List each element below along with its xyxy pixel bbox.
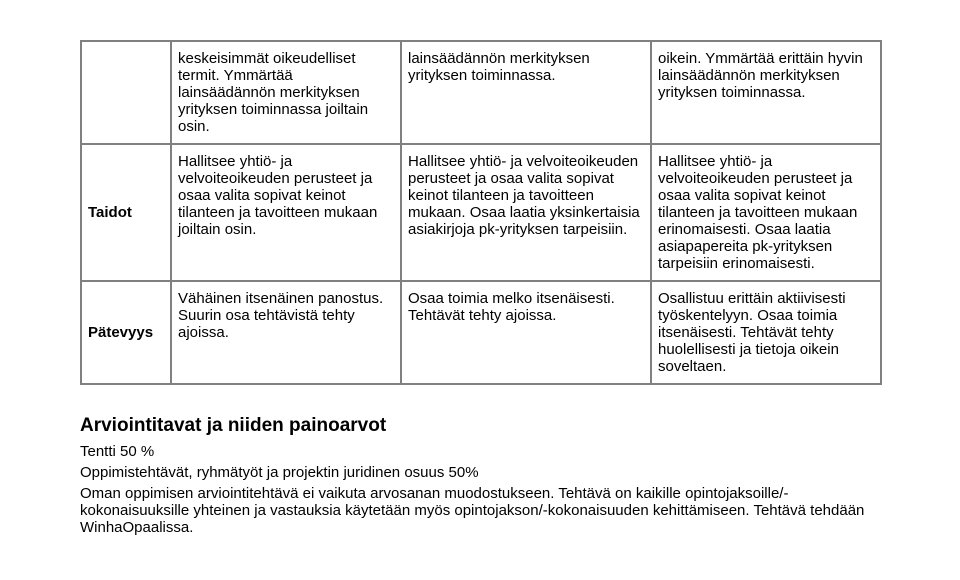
- row-head: Pätevyys: [81, 281, 171, 384]
- row-head: Taidot: [81, 144, 171, 281]
- cell: keskeisimmät oikeudelliset termit. Ymmär…: [171, 41, 401, 144]
- cell: oikein. Ymmärtää erittäin hyvin lainsääd…: [651, 41, 881, 144]
- section-line: Oppimistehtävät, ryhmätyöt ja projektin …: [80, 464, 880, 481]
- section-line: Tentti 50 %: [80, 443, 880, 460]
- cell: Osaa toimia melko itsenäisesti. Tehtävät…: [401, 281, 651, 384]
- cell: Osallistuu erittäin aktiivisesti työsken…: [651, 281, 881, 384]
- cell: Hallitsee yhtiö- ja velvoiteoikeuden per…: [171, 144, 401, 281]
- table-row: Pätevyys Vähäinen itsenäinen panostus. S…: [81, 281, 881, 384]
- table-row: Taidot Hallitsee yhtiö- ja velvoiteoikeu…: [81, 144, 881, 281]
- table-row: keskeisimmät oikeudelliset termit. Ymmär…: [81, 41, 881, 144]
- cell: Hallitsee yhtiö- ja velvoiteoikeuden per…: [651, 144, 881, 281]
- cell: Vähäinen itsenäinen panostus. Suurin osa…: [171, 281, 401, 384]
- rubric-table: keskeisimmät oikeudelliset termit. Ymmär…: [80, 40, 882, 385]
- section-line: Oman oppimisen arviointitehtävä ei vaiku…: [80, 485, 880, 536]
- row-head: [81, 41, 171, 144]
- cell: lainsäädännön merkityksen yrityksen toim…: [401, 41, 651, 144]
- cell: Hallitsee yhtiö- ja velvoiteoikeuden per…: [401, 144, 651, 281]
- section-heading: Arviointitavat ja niiden painoarvot: [80, 415, 880, 437]
